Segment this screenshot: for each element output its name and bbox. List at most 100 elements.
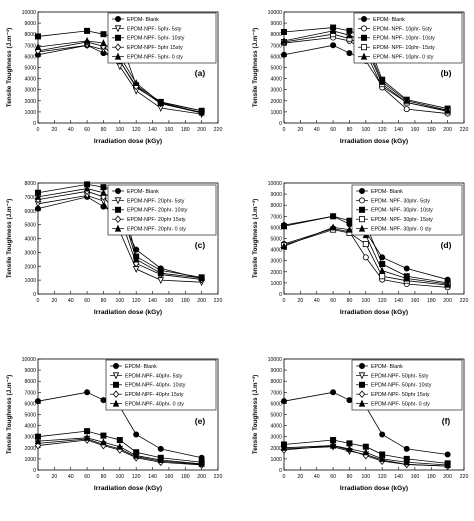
data-point [379, 273, 386, 280]
y-tick-label: 2000 [24, 446, 36, 452]
x-tick-label: 20 [51, 298, 57, 304]
y-tick-label: 8000 [24, 379, 36, 385]
y-tick-label: 0 [33, 292, 36, 298]
x-axis-title: Irradiation dose (kGy) [340, 309, 408, 316]
x-tick-label: 0 [37, 298, 40, 304]
x-tick-label: 200 [443, 298, 452, 304]
y-tick-label: 9000 [270, 368, 282, 374]
x-axis-title: Irradiation dose (kGy) [94, 309, 162, 316]
data-point [403, 445, 410, 452]
x-tick-label: 80 [347, 474, 353, 480]
legend-label: EPDM-NPF- 50phr 15sty [371, 392, 430, 398]
data-point [34, 192, 42, 200]
chart-panel-5: 0100020003000400050006000700080009000100… [252, 357, 468, 492]
y-tick-label: 3000 [270, 435, 282, 441]
data-point [403, 96, 410, 104]
data-point [280, 28, 287, 35]
y-tick-label: 8000 [24, 32, 36, 38]
x-tick-label: 120 [132, 298, 141, 304]
y-tick-label: 10000 [22, 10, 37, 16]
y-tick-label: 7000 [270, 390, 282, 396]
legend-marker [114, 25, 122, 33]
data-point [133, 431, 140, 438]
x-axis-title: Irradiation dose (kGy) [340, 138, 408, 145]
y-tick-label: 9000 [270, 21, 282, 27]
x-tick-label: 100 [361, 474, 370, 480]
legend-label: EPDM-NPF- 5phr- 10sty [127, 36, 185, 42]
legend-label: EPDM-NPF- 20phr- 5sty [127, 198, 185, 204]
x-tick-label: 80 [101, 298, 107, 304]
y-tick-label: 2000 [24, 264, 36, 270]
y-tick-label: 1000 [24, 110, 36, 116]
data-point [329, 26, 337, 34]
legend-marker [114, 52, 122, 60]
data-point [157, 269, 164, 277]
data-point [198, 274, 205, 282]
data-point [132, 79, 140, 87]
y-tick-label: 6000 [270, 54, 282, 60]
y-tick-label: 2000 [270, 446, 282, 452]
legend-marker [112, 399, 120, 407]
legend-box [107, 12, 217, 64]
legend-label: EPDM- Blank [127, 189, 159, 195]
x-tick-label: 0 [283, 298, 286, 304]
x-tick-label: 220 [460, 474, 469, 480]
y-tick-label: 0 [33, 121, 36, 127]
data-point [116, 442, 124, 450]
y-tick-label: 4000 [270, 248, 282, 254]
legend-box [107, 184, 217, 236]
y-tick-label: 3000 [24, 435, 36, 441]
x-tick-label: 140 [394, 474, 403, 480]
legend-marker [358, 216, 365, 223]
x-tick-label: 140 [148, 298, 157, 304]
x-tick-label: 60 [330, 474, 336, 480]
y-tick-label: 7000 [270, 214, 282, 220]
y-axis-title: Tensile Toughness (J.m⁻³) [252, 375, 259, 454]
legend-marker [112, 390, 120, 399]
legend-marker [115, 34, 122, 41]
y-tick-label: 3000 [270, 88, 282, 94]
legend-label: EPDM- Blank [371, 364, 403, 370]
data-point [379, 431, 386, 438]
legend-label: EPDM- NPF- 10phr- 0 sty [373, 55, 434, 61]
y-axis-title: Tensile Toughness (J.m⁻³) [252, 28, 259, 107]
y-tick-label: 10000 [268, 10, 283, 16]
y-tick-label: 6000 [24, 54, 36, 60]
x-tick-label: 40 [314, 298, 320, 304]
x-tick-label: 0 [37, 474, 40, 480]
y-tick-label: 7000 [24, 43, 36, 49]
data-point [280, 242, 288, 250]
panel-label: (f) [442, 416, 451, 426]
legend-box [353, 12, 463, 64]
legend-label: EPDM- NPF- 10phr- 10sty [373, 36, 435, 42]
y-tick-label: 7000 [24, 195, 36, 201]
legend-marker [114, 43, 122, 52]
legend-marker [358, 399, 366, 407]
legend-marker [115, 15, 122, 22]
data-point [100, 432, 107, 439]
legend: EPDM- Blank EPDM- NPF- 30phr- 5sty EPDM- N… [351, 184, 463, 236]
y-tick-label: 3000 [24, 88, 36, 94]
data-point [346, 50, 353, 57]
y-tick-label: 5000 [24, 66, 36, 72]
chart-panel-1: 0100020003000400050006000700080009000100… [252, 10, 468, 145]
data-point [34, 437, 42, 445]
legend-marker [114, 224, 122, 232]
panel-label: (c) [195, 240, 206, 250]
legend: EPDM- Blank EPDM-NPF- 20phr- 5sty EPDM-NPF… [107, 184, 217, 236]
x-tick-label: 40 [68, 298, 74, 304]
data-point [330, 213, 337, 220]
legend-label: EPDM- Blank [371, 189, 403, 195]
data-point [403, 458, 410, 466]
data-point [280, 443, 288, 451]
x-tick-label: 80 [101, 474, 107, 480]
y-tick-label: 1000 [24, 278, 36, 284]
data-point [34, 43, 42, 50]
x-tick-label: 200 [443, 127, 452, 133]
x-tick-label: 180 [427, 298, 436, 304]
y-tick-label: 4000 [24, 424, 36, 430]
x-tick-label: 180 [427, 127, 436, 133]
data-point [157, 456, 164, 464]
legend-label: EPDM- NPF- 30phr- 5sty [371, 198, 430, 204]
